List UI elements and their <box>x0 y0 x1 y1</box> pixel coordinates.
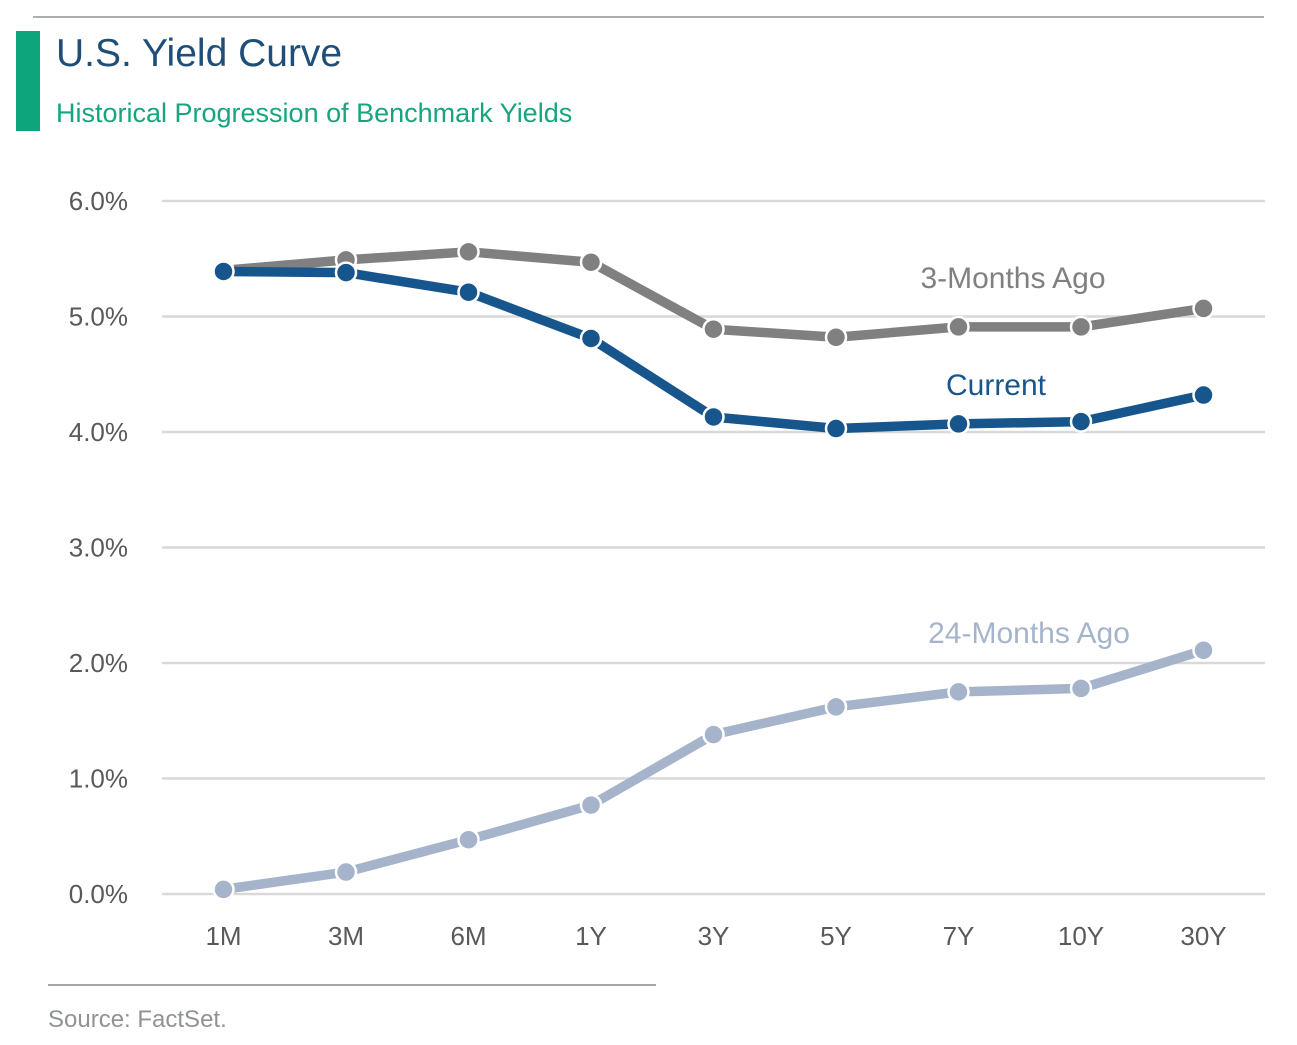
y-tick-label: 5.0% <box>69 302 128 332</box>
series-line-24-months-ago <box>218 645 1209 895</box>
data-point-24-months-ago-6m <box>457 828 480 851</box>
y-tick-label: 4.0% <box>69 417 128 447</box>
data-point-3-months-ago-10y <box>1069 315 1093 339</box>
data-point-current-1m <box>212 260 235 283</box>
x-tick-label: 5Y <box>820 921 852 951</box>
x-tick-label: 10Y <box>1058 921 1104 951</box>
data-point-current-3y <box>702 405 725 429</box>
data-point-current-3m <box>334 261 358 284</box>
data-point-current-5y <box>824 417 848 440</box>
data-point-current-10y <box>1069 410 1093 433</box>
x-tick-label: 3Y <box>698 921 730 951</box>
data-point-24-months-ago-5y <box>824 695 848 719</box>
x-tick-label: 1M <box>205 921 241 951</box>
source-attribution: Source: FactSet. <box>48 1006 227 1033</box>
data-point-24-months-ago-1y <box>579 793 603 817</box>
x-tick-label: 1Y <box>575 921 607 951</box>
data-point-24-months-ago-1m <box>212 878 235 901</box>
y-tick-label: 3.0% <box>69 533 128 563</box>
data-point-24-months-ago-30y <box>1192 639 1215 662</box>
data-point-3-months-ago-1y <box>579 250 603 274</box>
series-label-24-months-ago: 24-Months Ago <box>928 617 1130 650</box>
data-point-24-months-ago-7y <box>947 680 970 704</box>
x-tick-label: 30Y <box>1180 921 1226 951</box>
data-point-24-months-ago-3y <box>702 723 725 746</box>
data-point-3-months-ago-5y <box>824 326 848 349</box>
y-tick-label: 1.0% <box>69 764 128 794</box>
x-tick-label: 7Y <box>943 921 975 951</box>
y-axis-tick-labels: 0.0% 1.0% 2.0% 3.0% 4.0% 5.0% 6.0% <box>69 186 128 909</box>
gridlines <box>162 199 1265 896</box>
data-point-3-months-ago-30y <box>1192 297 1215 320</box>
data-point-current-30y <box>1192 383 1215 407</box>
x-tick-label: 6M <box>450 921 486 951</box>
x-tick-label: 3M <box>328 921 364 951</box>
data-point-3-months-ago-6m <box>457 240 480 264</box>
y-tick-label: 0.0% <box>69 879 128 909</box>
series-label-3-months-ago: 3-Months Ago <box>920 262 1106 295</box>
data-point-current-7y <box>947 412 970 436</box>
x-axis-tick-labels: 1M 3M 6M 1Y 3Y 5Y 7Y 10Y 30Y <box>205 921 1226 951</box>
data-point-3-months-ago-3y <box>702 317 725 341</box>
data-point-24-months-ago-10y <box>1069 677 1093 700</box>
title-accent-bar <box>16 31 40 131</box>
data-point-current-6m <box>457 280 480 304</box>
series-24-months-ago <box>212 639 1215 901</box>
y-tick-label: 6.0% <box>69 186 128 216</box>
series-current <box>212 260 1215 440</box>
data-point-24-months-ago-3m <box>334 860 358 884</box>
y-tick-label: 2.0% <box>69 648 128 678</box>
page-subtitle: Historical Progression of Benchmark Yiel… <box>56 98 573 128</box>
page-title: U.S. Yield Curve <box>56 32 343 75</box>
series-label-current: Current <box>945 369 1047 402</box>
data-point-current-1y <box>579 327 603 350</box>
source-divider <box>48 984 656 986</box>
top-divider <box>33 16 1264 18</box>
data-point-3-months-ago-7y <box>947 315 970 339</box>
